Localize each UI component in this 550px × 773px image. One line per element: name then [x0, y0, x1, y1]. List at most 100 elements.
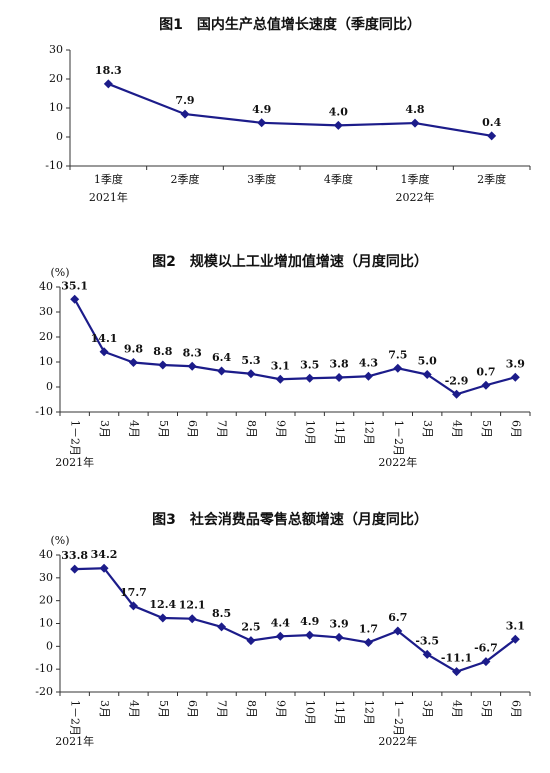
x-tick-label: 11月 [333, 420, 346, 445]
x-tick-label: 5月 [157, 420, 170, 438]
x-tick-label: 3月 [98, 420, 111, 438]
y-tick-label: 10 [39, 355, 53, 368]
y-tick-label: -10 [35, 662, 53, 675]
x-tick-label: 4月 [451, 700, 464, 718]
x-tick-label: 6月 [186, 700, 199, 718]
data-point [70, 294, 80, 304]
x-tick-label: 4季度 [324, 172, 353, 186]
data-point [187, 361, 197, 371]
value-label: 7.5 [388, 348, 407, 361]
y-tick-label: 30 [39, 571, 53, 584]
data-point [99, 347, 109, 357]
data-point [487, 131, 497, 141]
value-label: -2.9 [445, 374, 469, 387]
x-tick-label: 6月 [509, 420, 522, 438]
data-point [103, 79, 113, 89]
y-tick-label: 30 [49, 43, 63, 56]
value-label: 4.9 [300, 615, 319, 628]
value-label: 8.5 [212, 607, 231, 620]
data-point [393, 626, 403, 636]
x-tick-label: 4月 [451, 420, 464, 438]
data-point [217, 622, 227, 632]
value-label: 7.9 [175, 94, 194, 107]
data-point [363, 371, 373, 381]
value-label: 35.1 [61, 279, 88, 292]
data-point [158, 360, 168, 370]
data-point [333, 120, 343, 130]
value-label: 33.8 [61, 549, 88, 562]
y-tick-label: 20 [39, 594, 53, 607]
data-point [481, 657, 491, 667]
x-tick-label: 3月 [421, 700, 434, 718]
y-axis-label: (%) [50, 534, 69, 547]
y-tick-label: 20 [49, 72, 63, 85]
y-tick-label: 30 [39, 305, 53, 318]
x-tick-label: 1季度 [401, 172, 430, 186]
value-label: 17.7 [120, 586, 147, 599]
data-point [363, 637, 373, 647]
data-point [393, 363, 403, 373]
data-point [334, 373, 344, 382]
value-label: 0.4 [482, 116, 501, 129]
x-tick-label: 3月 [98, 700, 111, 718]
y-tick-label: 40 [39, 280, 53, 293]
data-point [99, 563, 109, 573]
value-label: 4.8 [405, 103, 424, 116]
value-label: 1.7 [359, 622, 378, 635]
value-label: 5.0 [418, 355, 437, 368]
data-point [70, 564, 80, 574]
data-point [305, 630, 315, 640]
x-tick-label: 5月 [157, 700, 170, 718]
x-tick-label: 6月 [186, 420, 199, 438]
x-tick-label: 1季度 [94, 172, 123, 186]
data-line [73, 298, 516, 396]
data-point [128, 358, 138, 367]
data-point [275, 631, 285, 641]
x-tick-label: 7月 [216, 420, 229, 438]
x-tick-label: 11月 [333, 700, 346, 725]
data-point [422, 370, 432, 379]
x-tick-label: 5月 [480, 700, 493, 718]
value-label: -11.1 [441, 652, 472, 665]
chart-title: 图2 规模以上工业增加值增速（月度同比） [152, 253, 428, 270]
data-point [422, 649, 432, 659]
x-tick-label: 3月 [421, 420, 434, 438]
value-label: 12.4 [149, 598, 176, 611]
chart-title: 图1 国内生产总值增长速度（季度同比） [159, 16, 421, 33]
data-point [128, 601, 138, 611]
y-tick-label: 10 [49, 101, 63, 114]
x-tick-label: 1－2月 [392, 700, 405, 736]
y-tick-label: 20 [39, 330, 53, 343]
y-tick-label: -20 [35, 685, 53, 698]
value-label: 5.3 [241, 354, 260, 367]
data-point [246, 636, 256, 646]
y-tick-label: 10 [39, 617, 53, 630]
value-label: 4.3 [359, 356, 378, 369]
data-point [510, 634, 520, 644]
year-label: 2022年 [378, 734, 417, 748]
x-tick-label: 4月 [127, 420, 140, 438]
x-tick-label: 7月 [216, 700, 229, 718]
y-tick-label: 0 [46, 639, 53, 652]
x-tick-label: 1－2月 [69, 420, 82, 456]
value-label: 8.8 [153, 345, 172, 358]
data-point [180, 109, 190, 119]
value-label: 3.9 [329, 617, 348, 630]
data-point [217, 366, 227, 376]
value-label: 9.8 [124, 343, 143, 356]
value-label: 12.1 [179, 599, 206, 612]
year-label: 2021年 [55, 734, 94, 748]
x-tick-label: 8月 [245, 420, 258, 438]
year-label: 2022年 [378, 455, 417, 469]
y-tick-label: 0 [46, 380, 53, 393]
value-label: -6.7 [474, 642, 498, 655]
value-label: 2.5 [241, 621, 260, 634]
data-point [410, 118, 420, 128]
data-point [257, 118, 267, 128]
data-point [452, 667, 462, 677]
value-label: 3.1 [271, 359, 290, 372]
x-tick-label: 5月 [480, 420, 493, 438]
x-tick-label: 4月 [127, 700, 140, 718]
value-label: 6.4 [212, 351, 231, 364]
